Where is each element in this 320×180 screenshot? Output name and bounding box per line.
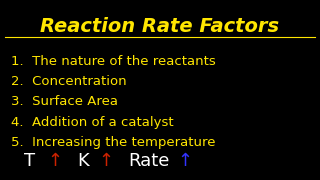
Text: 1.  The nature of the reactants: 1. The nature of the reactants xyxy=(11,55,216,68)
Text: 4.  Addition of a catalyst: 4. Addition of a catalyst xyxy=(11,116,173,129)
Text: ↑: ↑ xyxy=(47,152,62,170)
Text: ↑: ↑ xyxy=(98,152,113,170)
Text: Reaction Rate Factors: Reaction Rate Factors xyxy=(40,17,280,36)
Text: 2.  Concentration: 2. Concentration xyxy=(11,75,126,88)
Text: 3.  Surface Area: 3. Surface Area xyxy=(11,95,118,108)
Text: T: T xyxy=(24,152,35,170)
Text: Rate: Rate xyxy=(128,152,170,170)
Text: 5.  Increasing the temperature: 5. Increasing the temperature xyxy=(11,136,215,149)
Text: K: K xyxy=(77,152,89,170)
Text: ↑: ↑ xyxy=(178,152,193,170)
